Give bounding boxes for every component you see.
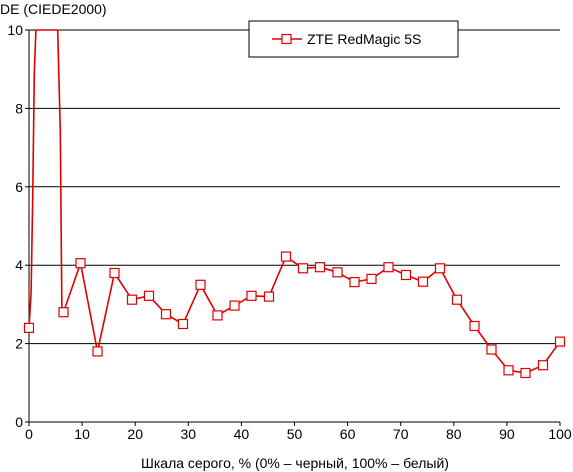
x-tick-label-20: 20	[127, 426, 143, 442]
data-point-5	[126, 294, 138, 305]
data-point-27	[503, 365, 514, 376]
data-point-6	[143, 290, 155, 301]
data-point-26	[486, 344, 497, 355]
data-point-20	[383, 262, 394, 273]
series-line-0	[28, 29, 561, 374]
data-point-4	[109, 267, 120, 279]
y-tick-label-4: 4	[15, 257, 23, 273]
data-point-23	[434, 263, 446, 274]
x-tick-label-50: 50	[287, 426, 303, 442]
data-point-16	[314, 262, 326, 273]
x-tick-label-0: 0	[25, 426, 33, 442]
data-point-12	[246, 290, 257, 301]
data-point-17	[332, 267, 343, 278]
data-point-1	[58, 307, 69, 318]
data-point-30	[554, 336, 566, 347]
data-point-15	[297, 263, 309, 274]
data-point-21	[400, 269, 412, 281]
data-point-28	[520, 367, 531, 379]
x-axis-title: Шкала серого, % (0% – черный, 100% – бел…	[141, 455, 449, 471]
x-tick-label-60: 60	[340, 426, 356, 442]
data-point-8	[177, 318, 189, 330]
data-point-2	[75, 258, 86, 269]
x-tick-labels: 0 10 20 30 40 50 60 70 80 90 100	[25, 422, 572, 442]
axes	[28, 30, 560, 423]
y-tick-labels: 0 2 4 6 8 10	[7, 22, 29, 430]
data-point-22	[417, 276, 429, 287]
y-axis-title: DE (CIEDE2000)	[0, 1, 107, 17]
x-tick-label-30: 30	[181, 426, 197, 442]
x-tick-label-80: 80	[446, 426, 462, 442]
data-point-13	[263, 291, 275, 302]
data-point-10	[212, 310, 223, 321]
y-tick-label-2: 2	[15, 336, 23, 352]
data-point-29	[537, 360, 549, 371]
x-tick-label-10: 10	[74, 426, 90, 442]
legend-marker-swatch	[281, 33, 292, 45]
legend-series-label: ZTE RedMagic 5S	[307, 31, 421, 47]
series-layer	[23, 29, 566, 379]
data-point-3	[92, 346, 103, 357]
y-tick-label-6: 6	[15, 179, 23, 195]
x-tick-label-70: 70	[393, 426, 409, 442]
data-point-18	[349, 277, 360, 288]
data-point-9	[195, 279, 206, 290]
data-point-0	[23, 322, 35, 333]
x-tick-label-40: 40	[234, 426, 250, 442]
data-point-24	[451, 294, 463, 305]
legend: ZTE RedMagic 5S	[248, 20, 459, 58]
x-tick-label-100: 100	[548, 426, 572, 442]
data-point-7	[160, 309, 172, 320]
y-tick-label-0: 0	[15, 414, 23, 430]
y-tick-label-8: 8	[15, 100, 23, 116]
data-point-14	[280, 251, 292, 262]
data-point-25	[469, 320, 480, 332]
x-tick-label-90: 90	[499, 426, 515, 442]
data-point-19	[366, 273, 377, 284]
y-tick-label-10: 10	[7, 22, 23, 38]
data-point-11	[229, 300, 240, 311]
